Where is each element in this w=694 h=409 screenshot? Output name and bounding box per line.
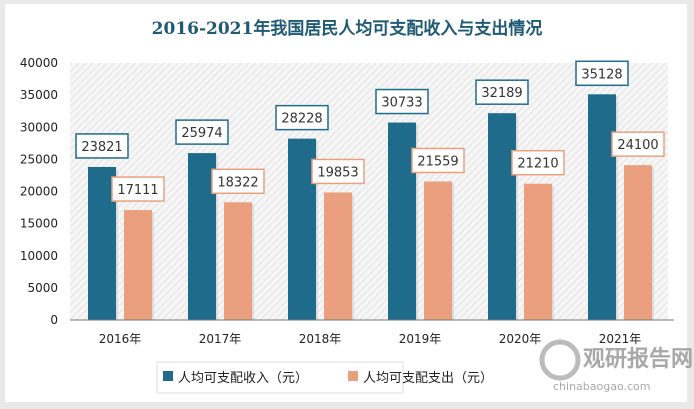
- y-tick-label: 40000: [20, 56, 58, 70]
- y-tick-label: 10000: [20, 249, 58, 263]
- data-label-box: [111, 176, 165, 202]
- legend-swatch-expense: [348, 371, 358, 381]
- data-label: 21559: [417, 154, 458, 169]
- data-label-box: [211, 168, 265, 195]
- data-label: 21210: [517, 157, 558, 172]
- data-label: 28228: [281, 112, 322, 127]
- x-tick-label: 2018年: [299, 332, 342, 346]
- y-tick-label: 20000: [20, 185, 58, 199]
- x-tick-label: 2021年: [599, 332, 642, 346]
- y-tick-label: 35000: [20, 88, 58, 102]
- bar-expense: [124, 210, 152, 320]
- data-label: 25974: [181, 126, 222, 141]
- data-label: 35128: [581, 67, 622, 82]
- data-label: 18322: [217, 175, 258, 190]
- bar-expense: [224, 202, 252, 320]
- data-label: 23821: [81, 140, 122, 155]
- chart-title: 2016-2021年我国居民人均可支配收入与支出情况: [152, 18, 543, 39]
- y-tick-label: 30000: [20, 120, 58, 134]
- x-tick-label: 2020年: [499, 332, 542, 346]
- data-label: 17111: [117, 183, 158, 198]
- bar-expense: [424, 181, 452, 320]
- data-label: 32189: [481, 86, 522, 101]
- watermark-name: 观研报告网: [583, 347, 693, 372]
- legend-box: [156, 361, 404, 394]
- bar-income: [488, 113, 516, 321]
- x-tick-label: 2016年: [99, 332, 142, 346]
- data-label: 30733: [381, 96, 422, 111]
- data-label-box: [75, 133, 129, 159]
- bar-expense: [624, 165, 652, 320]
- watermark-url: chinabaogao.com: [553, 380, 651, 393]
- data-label-box: [311, 158, 365, 185]
- y-tick-label: 0: [50, 313, 58, 327]
- legend: 人均可支配收入（元） 人均可支配支出（元）: [156, 361, 493, 394]
- bar-income: [588, 94, 616, 320]
- data-label-box: [275, 104, 329, 131]
- x-tick-label: 2019年: [399, 332, 442, 346]
- legend-label-income: 人均可支配收入（元）: [178, 371, 308, 386]
- data-label: 19853: [317, 165, 358, 180]
- watermark: 观研报告网 chinabaogao.com: [539, 339, 693, 393]
- data-label-box: [575, 60, 629, 87]
- data-label-box: [475, 79, 529, 105]
- data-label-box: [611, 131, 665, 157]
- watermark-logo-icon: [539, 339, 581, 381]
- legend-swatch-income: [163, 371, 173, 381]
- data-label-box: [375, 88, 429, 115]
- data-label-box: [175, 119, 229, 145]
- bar-expense: [524, 183, 552, 320]
- data-label-box: [411, 147, 465, 174]
- x-tick-label: 2017年: [199, 332, 242, 346]
- plot-area: [70, 63, 668, 320]
- bar-expense: [324, 192, 352, 320]
- legend-label-expense: 人均可支配支出（元）: [363, 371, 493, 386]
- data-label-box: [511, 149, 565, 176]
- data-label: 24100: [617, 138, 658, 153]
- y-tick-label: 15000: [20, 217, 58, 231]
- y-tick-label: 25000: [20, 152, 58, 166]
- y-tick-label: 5000: [27, 281, 58, 295]
